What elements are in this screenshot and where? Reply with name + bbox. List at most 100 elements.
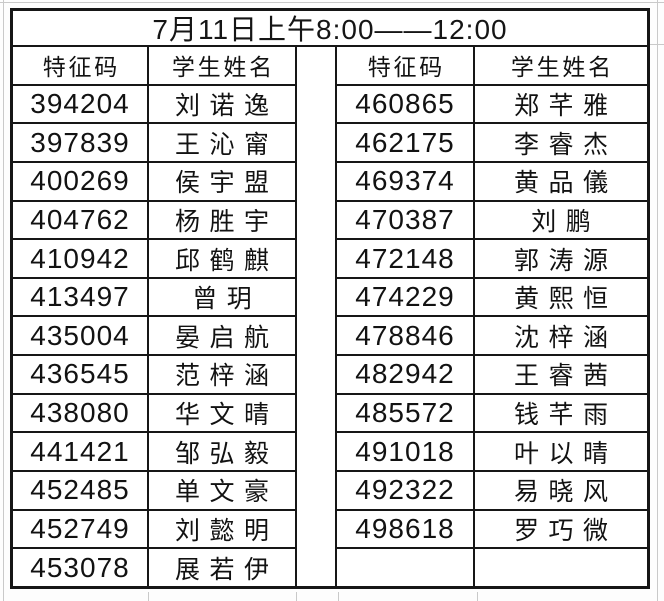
feature-code-cell: 460865 xyxy=(337,85,475,123)
student-name-cell: 易晓风 xyxy=(513,479,618,507)
table-row: 413497 曾玥 xyxy=(13,278,295,318)
student-name-cell: 黄熙恒 xyxy=(513,286,618,314)
table-row: 482942 王睿茜 xyxy=(337,356,647,395)
feature-code-cell: 404762 xyxy=(13,201,149,239)
table-row: 469374 黄品儀 xyxy=(337,162,647,202)
student-name-cell: 罗巧微 xyxy=(513,518,618,545)
gridline xyxy=(657,0,658,601)
feature-code-cell: 435004 xyxy=(13,317,149,355)
feature-code-cell: 478846 xyxy=(337,317,475,355)
feature-code-cell: 491018 xyxy=(337,433,475,471)
feature-code-cell: 410942 xyxy=(13,240,149,277)
table-row: 498618 罗巧微 xyxy=(337,510,647,550)
schedule-title: 7月11日上午8:00——12:00 xyxy=(152,14,508,45)
feature-code-cell: 436545 xyxy=(13,356,149,393)
feature-code-header: 特征码 xyxy=(337,47,475,84)
feature-code-cell: 413497 xyxy=(13,278,149,316)
gridline xyxy=(338,592,339,601)
table-row: 472148 郭涛源 xyxy=(337,240,647,279)
right-table-header-row: 特征码 学生姓名 xyxy=(337,47,647,86)
student-name-cell: 叶以晴 xyxy=(513,440,618,468)
student-name-cell: 侯宇盟 xyxy=(174,170,279,198)
feature-code-cell: 485572 xyxy=(337,394,475,432)
student-name-cell xyxy=(475,549,647,586)
feature-code-cell: 482942 xyxy=(337,356,475,393)
table-row: 452749 刘懿明 xyxy=(13,510,295,550)
student-name-cell: 郑芊雅 xyxy=(513,92,618,120)
feature-code-cell: 441421 xyxy=(13,433,149,471)
feature-code-cell: 469374 xyxy=(337,162,475,200)
student-name-cell: 刘懿明 xyxy=(174,518,279,545)
student-name-cell: 杨胜宇 xyxy=(174,208,279,236)
student-name-cell: 王沁甯 xyxy=(174,131,279,159)
title-row: 7月11日上午8:00——12:00 xyxy=(13,11,647,47)
gridline xyxy=(148,592,149,601)
table-row: 397839 王沁甯 xyxy=(13,124,295,163)
table-row: 470387 刘鹏 xyxy=(337,201,647,241)
table-row: 478846 沈梓涵 xyxy=(337,317,647,357)
feature-code-cell: 498618 xyxy=(337,510,475,548)
student-name-cell: 展若伊 xyxy=(174,556,279,584)
feature-code-header: 特征码 xyxy=(13,47,149,84)
feature-code-cell: 397839 xyxy=(13,124,149,161)
table-row: 485572 钱芊雨 xyxy=(337,394,647,434)
table-gap-column xyxy=(295,47,337,586)
left-table: 特征码 学生姓名 394204 刘诺逸 397839 王沁甯 400269 侯宇盟 4047… xyxy=(13,47,295,586)
feature-code-cell: 492322 xyxy=(337,472,475,509)
feature-code-cell: 452485 xyxy=(13,472,149,509)
student-name-header: 学生姓名 xyxy=(510,55,614,81)
gridline xyxy=(296,592,297,601)
student-name-cell: 曾玥 xyxy=(192,286,262,314)
table-row: 460865 郑芊雅 xyxy=(337,85,647,125)
feature-code-cell: 394204 xyxy=(13,85,149,123)
student-name-cell: 刘鹏 xyxy=(531,208,601,236)
student-name-cell: 沈梓涵 xyxy=(513,324,618,352)
gridline xyxy=(650,44,664,45)
feature-code-cell: 453078 xyxy=(13,549,149,586)
student-name-cell: 黄品儀 xyxy=(513,170,618,198)
table-row: 441421 邹弘毅 xyxy=(13,433,295,473)
table-row: 452485 单文豪 xyxy=(13,472,295,511)
table-row: 436545 范梓涵 xyxy=(13,356,295,395)
student-name-cell: 华文晴 xyxy=(174,402,279,430)
student-name-cell: 刘诺逸 xyxy=(174,92,279,120)
table-row: 453078 展若伊 xyxy=(13,549,295,586)
table-body: 特征码 学生姓名 394204 刘诺逸 397839 王沁甯 400269 侯宇盟 4047… xyxy=(13,47,647,586)
table-row: 394204 刘诺逸 xyxy=(13,85,295,125)
student-name-cell: 范梓涵 xyxy=(174,363,279,391)
table-row: 462175 李睿杰 xyxy=(337,124,647,163)
student-name-header: 学生姓名 xyxy=(171,55,275,81)
gridline xyxy=(3,0,4,601)
gridline xyxy=(477,592,478,601)
table-row: 492322 易晓风 xyxy=(337,472,647,511)
table-row: 404762 杨胜宇 xyxy=(13,201,295,241)
right-table: 特征码 学生姓名 460865 郑芊雅 462175 李睿杰 469374 黄品儀 4703… xyxy=(337,47,647,586)
attendance-schedule-table: 7月11日上午8:00——12:00 特征码 学生姓名 394204 刘诺逸 397… xyxy=(10,8,650,589)
feature-code-cell: 462175 xyxy=(337,124,475,161)
student-name-cell: 单文豪 xyxy=(174,479,279,507)
table-row: 438080 华文晴 xyxy=(13,394,295,434)
student-name-cell: 郭涛源 xyxy=(513,247,618,275)
table-row: 491018 叶以晴 xyxy=(337,433,647,473)
table-row: 400269 侯宇盟 xyxy=(13,162,295,202)
student-name-cell: 王睿茜 xyxy=(513,363,618,391)
feature-code-cell: 438080 xyxy=(13,394,149,432)
feature-code-cell: 452749 xyxy=(13,510,149,548)
student-name-cell: 邹弘毅 xyxy=(174,440,279,468)
feature-code-cell: 400269 xyxy=(13,162,149,200)
feature-code-cell: 472148 xyxy=(337,240,475,277)
student-name-cell: 钱芊雨 xyxy=(513,402,618,430)
table-row xyxy=(337,549,647,586)
feature-code-cell: 474229 xyxy=(337,278,475,316)
feature-code-cell xyxy=(337,549,475,586)
table-row: 435004 晏启航 xyxy=(13,317,295,357)
student-name-cell: 晏启航 xyxy=(174,324,279,352)
gridline xyxy=(0,2,664,3)
left-table-header-row: 特征码 学生姓名 xyxy=(13,47,295,86)
student-name-cell: 李睿杰 xyxy=(513,131,618,159)
student-name-cell: 邱鹤麒 xyxy=(174,247,279,275)
table-row: 474229 黄熙恒 xyxy=(337,278,647,318)
table-row: 410942 邱鹤麒 xyxy=(13,240,295,279)
feature-code-cell: 470387 xyxy=(337,201,475,239)
